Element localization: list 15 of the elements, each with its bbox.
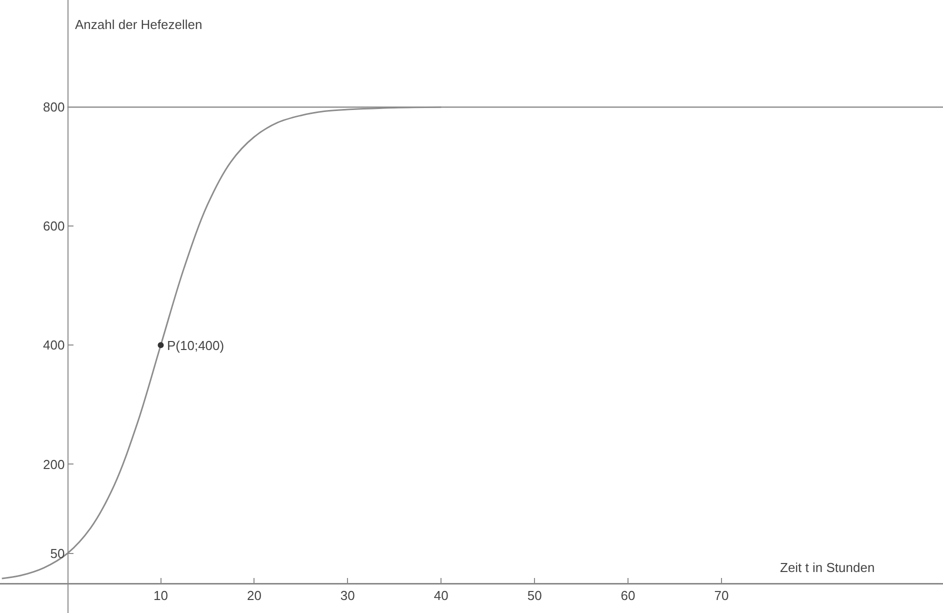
x-axis-title: Zeit t in Stunden [780, 560, 875, 575]
x-tick-label: 30 [340, 588, 355, 604]
y-tick-label: 50 [50, 546, 65, 562]
y-tick-label: 800 [42, 100, 65, 115]
x-tick-label: 40 [434, 588, 448, 604]
annotation: P(10;400) [167, 338, 224, 353]
x-tick-label: 20 [246, 588, 262, 604]
y-tick-label: 200 [42, 456, 65, 472]
y-tick-label: 600 [42, 218, 65, 234]
x-tick-label: 70 [714, 588, 729, 604]
x-tick-label: 10 [154, 588, 168, 604]
x-tick-label: 60 [620, 588, 636, 604]
y-tick-label: 400 [42, 338, 65, 353]
y-axis-title: Anzahl der Hefezellen [75, 17, 202, 32]
x-tick-label: 50 [527, 588, 542, 604]
